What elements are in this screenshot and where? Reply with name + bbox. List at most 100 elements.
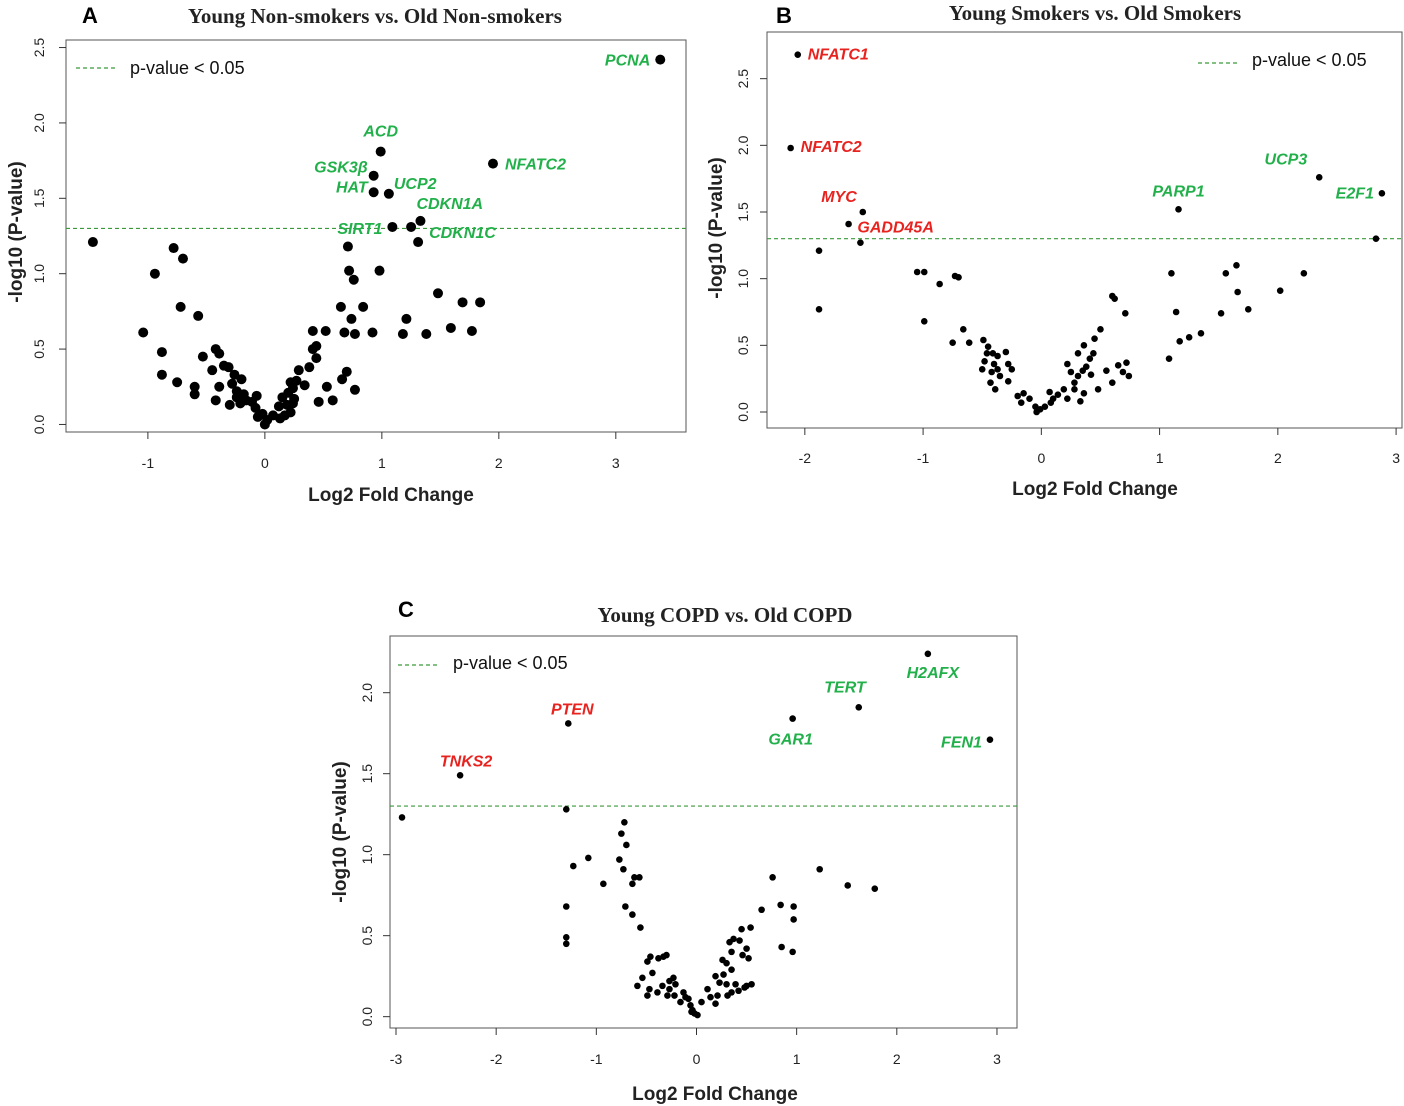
- data-point: [457, 297, 468, 308]
- data-point: [1080, 390, 1088, 397]
- data-point: [252, 411, 263, 422]
- data-point: [735, 987, 742, 995]
- data-point: [1217, 310, 1225, 317]
- data-point: [1121, 310, 1129, 317]
- gene-label: NFATC2: [505, 157, 566, 174]
- data-point: [777, 901, 784, 909]
- data-point: [397, 329, 408, 339]
- data-point: [1041, 403, 1049, 410]
- data-point: [304, 362, 315, 373]
- data-point: [564, 720, 572, 727]
- data-point: [980, 336, 987, 344]
- data-point: [1094, 386, 1102, 393]
- data-point: [758, 906, 765, 914]
- data-point: [1197, 330, 1205, 337]
- data-point: [223, 362, 234, 373]
- gene-label: GSK3β: [314, 160, 368, 177]
- data-point: [1086, 355, 1094, 362]
- data-point: [1002, 348, 1010, 356]
- data-point: [235, 398, 246, 409]
- data-point: [387, 221, 398, 232]
- y-tick-label: 1.0: [735, 269, 751, 289]
- data-point: [855, 703, 863, 711]
- gene-label: UCP2: [394, 176, 437, 193]
- data-point: [1372, 235, 1380, 242]
- data-point: [680, 989, 687, 996]
- data-point: [1049, 395, 1057, 402]
- x-tick-label: -1: [917, 450, 930, 466]
- data-point: [177, 253, 188, 264]
- data-point: [562, 940, 570, 948]
- data-point: [1103, 367, 1110, 374]
- data-point: [747, 924, 754, 931]
- data-point: [224, 399, 235, 410]
- data-point: [445, 322, 456, 333]
- data-point: [1176, 338, 1183, 345]
- chart-title: Young Non-smokers vs. Old Non-smokers: [188, 4, 562, 28]
- data-point: [368, 170, 379, 181]
- data-point: [1108, 379, 1116, 386]
- x-tick-label: 1: [1156, 450, 1164, 466]
- data-point: [736, 937, 743, 944]
- data-point: [920, 318, 928, 325]
- data-point: [981, 358, 988, 365]
- data-point: [156, 347, 167, 358]
- x-axis-label: Log2 Fold Change: [308, 485, 474, 506]
- data-point: [236, 374, 247, 385]
- data-point: [320, 325, 331, 336]
- data-point: [207, 365, 218, 376]
- data-point: [1097, 326, 1104, 333]
- y-tick-label: 2.5: [735, 69, 751, 89]
- data-point: [789, 948, 796, 956]
- data-point: [924, 650, 932, 658]
- x-tick-label: 0: [1037, 450, 1045, 466]
- x-axis-label: Log2 Fold Change: [632, 1084, 798, 1105]
- gene-label: PARP1: [1152, 183, 1204, 200]
- data-point: [724, 992, 731, 999]
- data-point: [214, 381, 225, 392]
- x-tick-label: 3: [1392, 450, 1400, 466]
- data-point: [1276, 287, 1284, 294]
- data-point: [859, 208, 867, 216]
- data-point: [156, 369, 167, 380]
- data-point: [649, 969, 656, 977]
- data-point: [1074, 372, 1082, 380]
- data-point: [655, 54, 666, 65]
- data-point: [672, 980, 679, 988]
- data-point: [1067, 368, 1075, 376]
- data-point: [1168, 270, 1175, 277]
- data-point: [694, 1011, 701, 1019]
- data-point: [1378, 190, 1386, 197]
- data-point: [313, 396, 324, 407]
- data-point: [871, 885, 879, 892]
- gene-label: GAR1: [768, 732, 813, 749]
- y-tick-label: 1.5: [735, 202, 751, 222]
- data-point: [857, 239, 864, 246]
- y-tick-label: 2.0: [735, 135, 751, 155]
- gene-label: HAT: [336, 179, 369, 196]
- data-point: [1082, 363, 1090, 370]
- gene-label: FEN1: [941, 735, 982, 752]
- y-tick-label: 0.5: [31, 339, 47, 359]
- data-point: [1017, 399, 1025, 406]
- data-point: [367, 327, 378, 338]
- data-point: [815, 306, 823, 313]
- data-point: [704, 985, 711, 993]
- data-point: [685, 995, 692, 1003]
- data-point: [745, 955, 752, 962]
- y-tick-label: 1.0: [31, 264, 47, 284]
- data-point: [790, 903, 797, 910]
- data-point: [1071, 386, 1078, 393]
- data-point: [341, 366, 352, 377]
- data-point: [623, 841, 630, 849]
- gene-label: PTEN: [551, 701, 594, 718]
- data-point: [990, 360, 998, 368]
- data-point: [1064, 395, 1071, 402]
- data-point: [383, 188, 394, 199]
- data-point: [210, 395, 221, 406]
- data-point: [421, 329, 432, 339]
- data-point: [214, 348, 225, 359]
- data-point: [466, 325, 477, 336]
- y-tick-label: 2.0: [31, 113, 47, 133]
- data-point: [688, 1008, 695, 1016]
